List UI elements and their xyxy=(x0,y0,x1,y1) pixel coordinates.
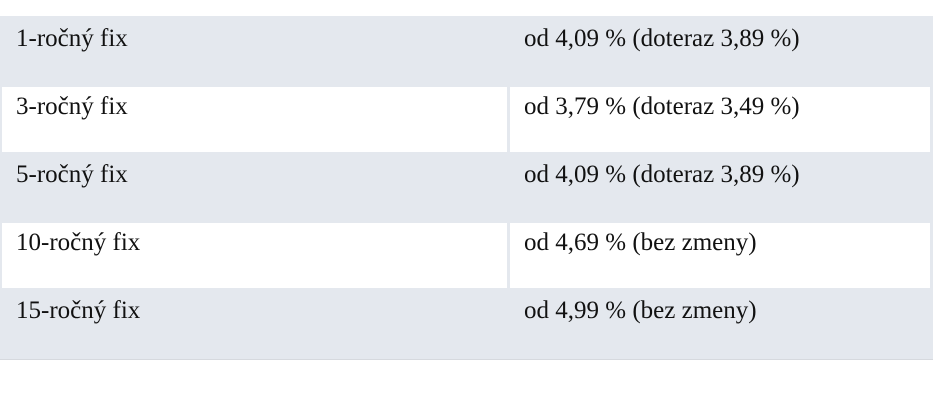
table-row: 15-ročný fix od 4,99 % (bez zmeny) xyxy=(2,291,930,356)
term-cell: 3-ročný fix xyxy=(2,87,507,152)
table-row: 5-ročný fix od 4,09 % (doteraz 3,89 %) xyxy=(2,155,930,220)
table-row: 1-ročný fix od 4,09 % (doteraz 3,89 %) xyxy=(2,19,930,84)
rate-cell: od 4,69 % (bez zmeny) xyxy=(510,223,930,288)
rate-cell: od 4,09 % (doteraz 3,89 %) xyxy=(510,155,930,220)
term-cell: 10-ročný fix xyxy=(2,223,507,288)
rate-cell: od 4,99 % (bez zmeny) xyxy=(510,291,930,356)
rates-table: 1-ročný fix od 4,09 % (doteraz 3,89 %) 3-… xyxy=(0,16,933,360)
rate-cell: od 3,79 % (doteraz 3,49 %) xyxy=(510,87,930,152)
term-cell: 15-ročný fix xyxy=(2,291,507,356)
rate-cell: od 4,09 % (doteraz 3,89 %) xyxy=(510,19,930,84)
table-row: 3-ročný fix od 3,79 % (doteraz 3,49 %) xyxy=(2,87,930,152)
table-row: 10-ročný fix od 4,69 % (bez zmeny) xyxy=(2,223,930,288)
term-cell: 5-ročný fix xyxy=(2,155,507,220)
term-cell: 1-ročný fix xyxy=(2,19,507,84)
